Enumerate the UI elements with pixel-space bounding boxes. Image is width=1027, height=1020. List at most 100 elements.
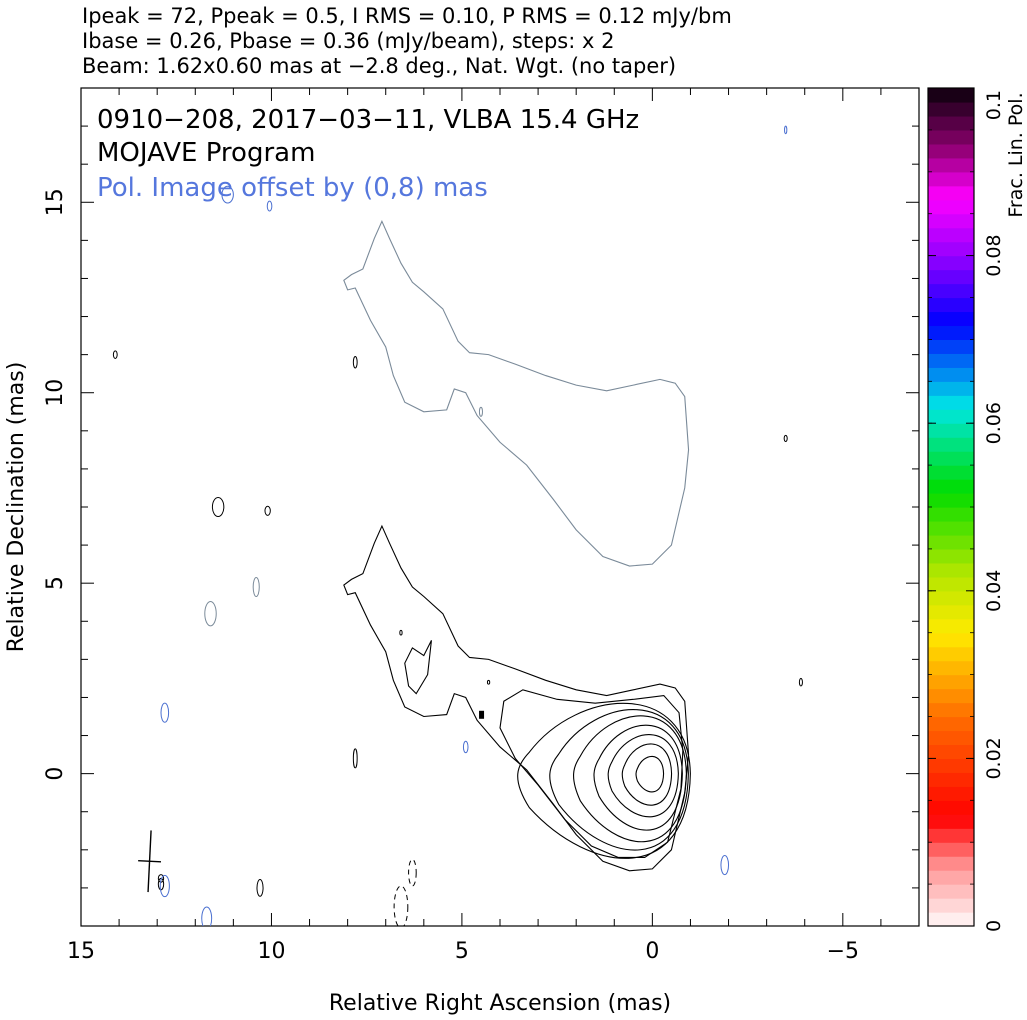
colorbar-step bbox=[928, 828, 974, 843]
y-axis-label: Relative Declination (mas) bbox=[4, 362, 29, 653]
colorbar-step bbox=[928, 884, 974, 899]
stokes-i-noise-island bbox=[256, 879, 264, 897]
colorbar-step bbox=[928, 115, 974, 131]
colorbar-step bbox=[928, 758, 974, 773]
pol-contour-outline bbox=[343, 219, 690, 567]
plot-frame bbox=[80, 87, 920, 927]
stokes-i-noise-island bbox=[264, 505, 271, 516]
colorbar-step bbox=[928, 576, 974, 592]
stokes-i-contour-level-3 bbox=[573, 715, 687, 843]
colorbar-step bbox=[928, 702, 974, 718]
y-tick-label: 0 bbox=[43, 767, 68, 781]
y-tick-label: 5 bbox=[43, 576, 68, 590]
colorbar-step bbox=[928, 772, 974, 787]
beam-cross bbox=[138, 830, 162, 893]
colorbar-step bbox=[928, 493, 974, 508]
stokes-i-negative-contour bbox=[393, 885, 409, 926]
colorbar-step bbox=[928, 409, 974, 424]
colorbar-step bbox=[928, 674, 974, 690]
stokes-i-contours bbox=[112, 350, 803, 926]
pol-peak-marker bbox=[479, 710, 485, 719]
colorbar-step bbox=[928, 213, 974, 229]
x-tick-label: 0 bbox=[645, 939, 659, 964]
colorbar-tick-label: 0.08 bbox=[983, 234, 1005, 276]
colorbar-step bbox=[928, 548, 974, 564]
pol-noise-island bbox=[204, 600, 217, 627]
colorbar-step bbox=[928, 423, 974, 438]
stokes-i-contour-level-1 bbox=[343, 524, 690, 872]
colorbar-step bbox=[928, 744, 974, 759]
colorbar-step bbox=[928, 255, 974, 271]
stokes-i-noise-island bbox=[798, 677, 803, 687]
colorbar-step bbox=[928, 688, 974, 704]
colorbar-step bbox=[928, 241, 974, 257]
stokes-i-noise-island bbox=[352, 356, 358, 369]
colorbar-step bbox=[928, 800, 974, 815]
chart-title-line-1: 0910−208, 2017−03−11, VLBA 15.4 GHz bbox=[97, 105, 639, 135]
colorbar-step bbox=[928, 101, 974, 117]
x-tick-label: 10 bbox=[257, 939, 285, 964]
stokes-i-noise-island bbox=[486, 679, 491, 685]
x-axis-label: Relative Right Ascension (mas) bbox=[329, 991, 671, 1016]
stokes-i-noise-island bbox=[352, 748, 358, 769]
header-line-1: Ipeak = 72, Ppeak = 0.5, I RMS = 0.10, P… bbox=[82, 4, 732, 28]
colorbar-step bbox=[928, 129, 974, 145]
header-line-3: Beam: 1.62x0.60 mas at −2.8 deg., Nat. W… bbox=[82, 54, 676, 78]
pol-noise-island bbox=[221, 185, 234, 204]
colorbar-step bbox=[928, 870, 974, 885]
stokes-i-contour-level-4 bbox=[593, 724, 683, 831]
chart-title-line-2: MOJAVE Program bbox=[97, 138, 315, 168]
colorbar bbox=[928, 88, 974, 927]
colorbar-step bbox=[928, 632, 974, 648]
x-tick-label: −5 bbox=[827, 939, 859, 964]
pol-noise-island bbox=[252, 576, 260, 598]
colorbar-step bbox=[928, 185, 974, 201]
chart-subtitle: Pol. Image offset by (0,8) mas bbox=[97, 173, 488, 203]
colorbar-step bbox=[928, 227, 974, 243]
colorbar-step bbox=[928, 534, 974, 550]
y-tick-labels: 0 5 10 15 bbox=[43, 188, 68, 780]
colorbar-step bbox=[928, 311, 974, 327]
colorbar-step bbox=[928, 646, 974, 662]
stokes-i-noise-island bbox=[112, 350, 118, 359]
colorbar-step bbox=[928, 479, 974, 494]
colorbar-step bbox=[928, 562, 974, 578]
pol-noise-island bbox=[160, 702, 170, 723]
stokes-i-noise-island bbox=[399, 629, 403, 636]
colorbar-step bbox=[928, 339, 974, 354]
x-tick-label: 5 bbox=[455, 939, 469, 964]
polarization-contours bbox=[159, 125, 788, 926]
colorbar-step bbox=[928, 451, 974, 466]
colorbar-step bbox=[928, 856, 974, 871]
stokes-i-contour-knot bbox=[404, 640, 432, 695]
colorbar-step bbox=[928, 395, 974, 410]
colorbar-tick-label: 0.1 bbox=[983, 90, 1005, 120]
colorbar-step bbox=[928, 716, 974, 732]
colorbar-ticks: 0 0.02 0.04 0.06 0.08 0.1 bbox=[928, 87, 1005, 932]
colorbar-step bbox=[928, 660, 974, 676]
colorbar-step bbox=[928, 730, 974, 746]
colorbar-step bbox=[928, 786, 974, 801]
x-tick-label: 15 bbox=[67, 939, 95, 964]
colorbar-step bbox=[928, 604, 974, 620]
colorbar-tick-label: 0.02 bbox=[983, 737, 1005, 779]
colorbar-step bbox=[928, 367, 974, 382]
colorbar-label: Frac. Lin. Pol. bbox=[1005, 92, 1027, 217]
x-tick-labels: 15 10 5 0 −5 bbox=[67, 939, 859, 964]
stokes-i-contour-level-6 bbox=[621, 743, 673, 806]
pol-noise-island bbox=[462, 740, 469, 754]
stokes-i-noise-island bbox=[211, 496, 225, 518]
colorbar-step bbox=[928, 520, 974, 536]
colorbar-step bbox=[928, 507, 974, 522]
colorbar-step bbox=[928, 199, 974, 215]
y-tick-label: 10 bbox=[43, 379, 68, 407]
colorbar-step bbox=[928, 590, 974, 606]
colorbar-step bbox=[928, 325, 974, 340]
pol-noise-island bbox=[201, 906, 213, 926]
colorbar-step bbox=[928, 618, 974, 634]
beam-minor-axis bbox=[138, 859, 162, 863]
colorbar-tick-label: 0.04 bbox=[983, 570, 1005, 612]
colorbar-step bbox=[928, 269, 974, 285]
colorbar-step bbox=[928, 465, 974, 480]
colorbar-step bbox=[928, 353, 974, 368]
